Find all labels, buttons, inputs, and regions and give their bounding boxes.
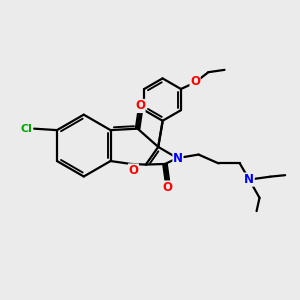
Text: N: N bbox=[173, 152, 183, 165]
Text: Cl: Cl bbox=[21, 124, 33, 134]
Text: O: O bbox=[135, 100, 145, 112]
Text: O: O bbox=[128, 164, 139, 177]
Text: N: N bbox=[244, 173, 254, 186]
Text: O: O bbox=[190, 75, 200, 88]
Text: O: O bbox=[162, 181, 172, 194]
